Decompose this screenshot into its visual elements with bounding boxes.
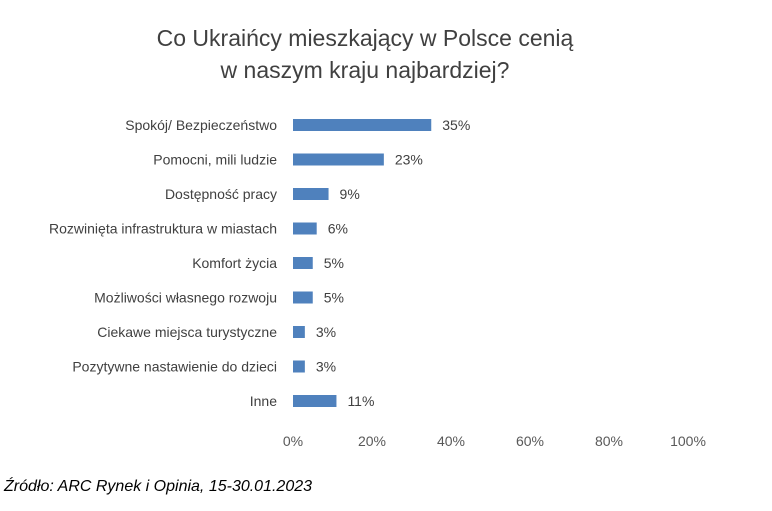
bar-inne [293,395,337,407]
value-label-dostepnosc-pracy: 9% [340,186,360,202]
x-tick-label-0: 0% [283,433,303,449]
bar-spokoj-bezpieczenstwo [293,119,432,131]
x-tick-label-60: 60% [516,433,544,449]
value-label-rozwinieta-infrastruktura-w-miastach: 6% [328,221,348,237]
chart-title: Co Ukraińcy mieszkający w Polsce cenią w… [0,22,730,86]
value-label-mozliwosci-wlasnego-rozwoju: 5% [324,290,344,306]
x-tick-label-80: 80% [595,433,623,449]
x-tick-label-20: 20% [358,433,386,449]
category-label-pozytywne-nastawienie-do-dzieci: Pozytywne nastawienie do dzieci [72,359,277,375]
value-label-pozytywne-nastawienie-do-dzieci: 3% [316,359,336,375]
category-label-komfort-zycia: Komfort życia [192,255,277,271]
category-label-dostepnosc-pracy: Dostępność pracy [165,186,277,202]
category-label-pomocni-mili-ludzie: Pomocni, mili ludzie [153,152,277,168]
bar-ciekawe-miejsca-turystyczne [293,326,305,338]
source-note: Źródło: ARC Rynek i Opinia, 15-30.01.202… [4,478,313,495]
chart-title-line-1: Co Ukraińcy mieszkający w Polsce cenią [156,25,574,51]
category-label-inne: Inne [250,393,277,409]
category-label-mozliwosci-wlasnego-rozwoju: Możliwości własnego rozwoju [94,290,277,306]
x-tick-label-100: 100% [670,433,706,449]
category-label-spokoj-bezpieczenstwo: Spokój/ Bezpieczeństwo [125,117,277,133]
bar-komfort-zycia [293,257,313,269]
category-label-rozwinieta-infrastruktura-w-miastach: Rozwinięta infrastruktura w miastach [49,221,277,237]
value-label-ciekawe-miejsca-turystyczne: 3% [316,324,336,340]
bar-pomocni-mili-ludzie [293,153,384,166]
value-label-inne: 11% [347,393,374,409]
bar-rozwinieta-infrastruktura-w-miastach [293,222,317,235]
bar-pozytywne-nastawienie-do-dzieci [293,360,305,373]
bar-dostepnosc-pracy [293,188,329,200]
value-label-pomocni-mili-ludzie: 23% [395,152,423,168]
category-label-ciekawe-miejsca-turystyczne: Ciekawe miejsca turystyczne [97,324,277,340]
bar-mozliwosci-wlasnego-rozwoju [293,291,313,304]
value-label-komfort-zycia: 5% [324,255,344,271]
value-label-spokoj-bezpieczenstwo: 35% [442,117,470,133]
chart-title-line-2: w naszym kraju najbardziej? [220,57,510,83]
x-tick-label-40: 40% [437,433,465,449]
